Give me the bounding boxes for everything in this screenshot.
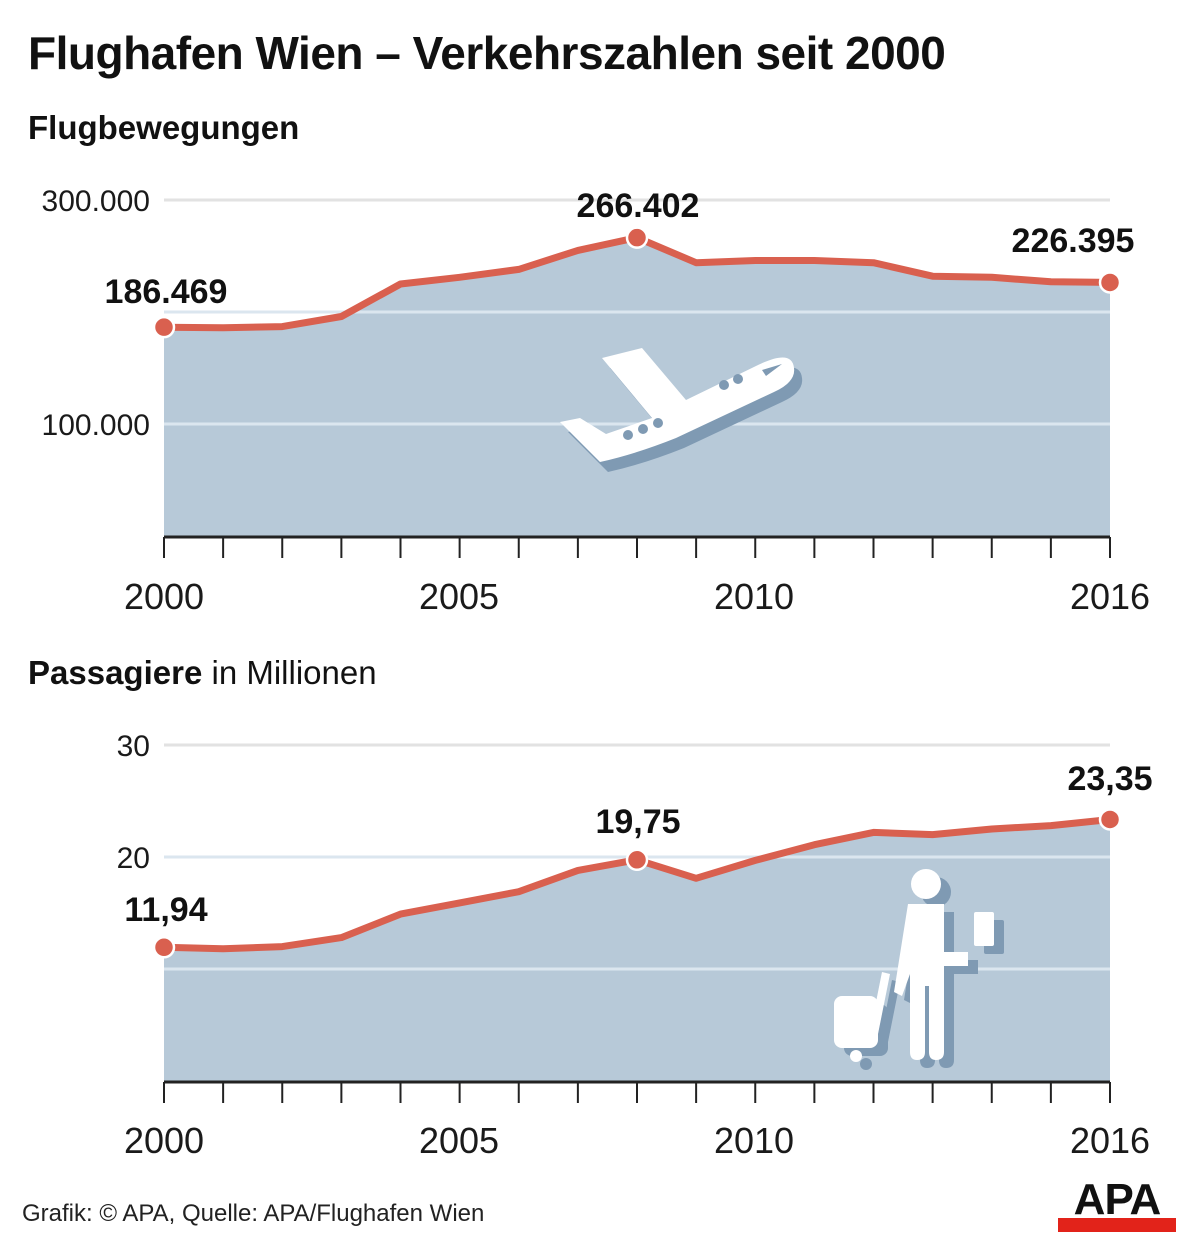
- x-label-2016: 2016: [1070, 576, 1150, 617]
- page-title: Flughafen Wien – Verkehrszahlen seit 200…: [28, 27, 946, 79]
- movements-markers: [152, 226, 1122, 339]
- annotation-2008: 266.402: [577, 187, 700, 225]
- x-label-2016: 2016: [1070, 1120, 1150, 1161]
- movements-subtitle: Flugbewegungen: [28, 109, 300, 146]
- data-point-marker: [625, 848, 649, 872]
- passengers-markers: [152, 808, 1122, 959]
- passengers-subtitle-bold: Passagiere: [28, 654, 203, 691]
- passengers-subtitle: Passagiere in Millionen: [28, 654, 377, 691]
- data-point-marker: [625, 226, 649, 249]
- x-label-2010: 2010: [714, 576, 794, 617]
- data-point-marker: [1098, 271, 1122, 294]
- x-label-2005: 2005: [419, 1120, 499, 1161]
- annotation-2008: 19,75: [595, 803, 680, 841]
- data-point-marker: [152, 936, 176, 959]
- data-point-marker: [152, 315, 176, 339]
- passengers-subtitle-light: in Millionen: [202, 654, 377, 691]
- airplane-icon: [560, 348, 803, 472]
- x-label-2000: 2000: [124, 1120, 204, 1161]
- annotation-2016: 23,35: [1067, 760, 1152, 798]
- y-label-30: 30: [117, 730, 150, 763]
- annotation-2000: 11,94: [124, 891, 207, 929]
- x-axis-ticks: [163, 1082, 1111, 1103]
- traveler-with-suitcase-icon: [834, 869, 1004, 1070]
- x-axis-ticks: [163, 537, 1111, 558]
- apa-logo-text: APA: [1073, 1175, 1162, 1224]
- y-label-100k: 100.000: [42, 409, 150, 442]
- x-label-2000: 2000: [124, 576, 204, 617]
- movements-subtitle-bold: Flugbewegungen: [28, 109, 300, 146]
- apa-logo-bar: [1058, 1218, 1176, 1232]
- passengers-chart: 30 20 2000 2005 2010 2016 11,94 19,75 23…: [117, 730, 1153, 1161]
- x-label-2005: 2005: [419, 576, 499, 617]
- annotation-2016: 226.395: [1012, 222, 1135, 260]
- y-label-20: 20: [117, 842, 150, 875]
- data-point-marker: [1098, 808, 1122, 831]
- x-label-2010: 2010: [714, 1120, 794, 1161]
- movements-chart: 300.000 100.000 2000 2005 2010 2016 186.…: [42, 185, 1151, 617]
- apa-logo: APA: [1058, 1178, 1176, 1232]
- annotation-2000: 186.469: [105, 273, 228, 311]
- source-credit: Grafik: © APA, Quelle: APA/Flughafen Wie…: [22, 1200, 485, 1227]
- y-label-300k: 300.000: [42, 185, 150, 218]
